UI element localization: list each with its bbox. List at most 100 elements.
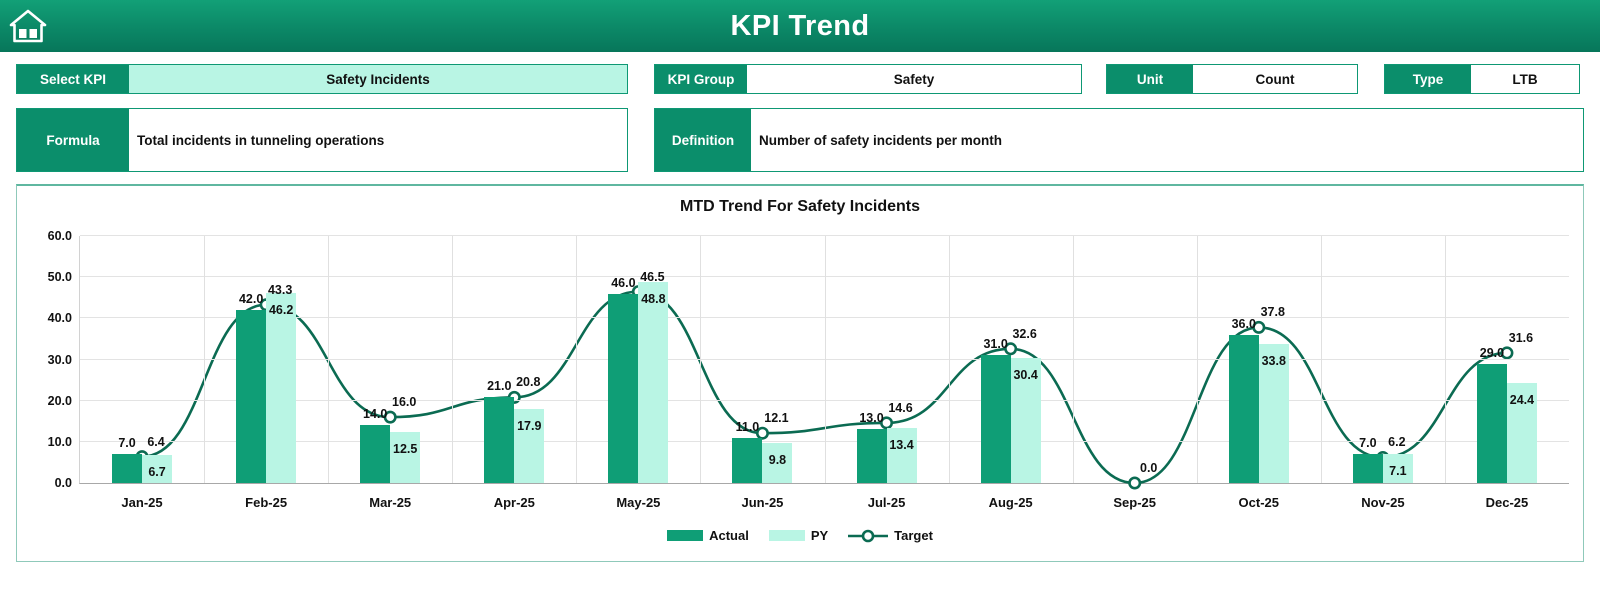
bar-actual-label: 7.0 <box>1359 436 1377 451</box>
chart-title: MTD Trend For Safety Incidents <box>679 198 921 215</box>
bar-actual-label: 14.0 <box>363 407 388 422</box>
bar-actual[interactable]: 7.0 <box>112 436 143 483</box>
bar-actual[interactable]: 29.0 <box>1476 346 1507 483</box>
y-axis-tick: 30.0 <box>47 352 72 367</box>
x-axis-tick: Jan-25 <box>121 495 163 510</box>
filter-select-kpi-value[interactable]: Safety Incidents <box>129 65 627 93</box>
bar-py[interactable]: 7.1 <box>1382 453 1413 483</box>
bar-actual[interactable]: 42.0 <box>236 292 267 483</box>
filter-unit-value[interactable]: Count <box>1255 71 1295 87</box>
target-point-label: 14.6 <box>888 400 913 415</box>
target-point-label: 43.3 <box>267 282 293 297</box>
filter-type-value[interactable]: LTB <box>1512 71 1538 87</box>
category-separator <box>824 236 826 483</box>
category-separator <box>948 236 950 483</box>
y-axis-tick: 0.0 <box>54 476 72 490</box>
formula-value: Total incidents in tunneling operations <box>137 132 385 148</box>
chart-group[interactable]: 21.0 17.9 <box>452 236 576 483</box>
category-separator <box>1320 236 1322 483</box>
bar-py-label: 24.4 <box>1509 392 1535 407</box>
chart-group[interactable]: 36.0 33.8 <box>1197 236 1321 483</box>
chart-group[interactable]: 42.0 46.2 <box>204 236 328 483</box>
x-axis-tick: Mar-25 <box>369 495 412 510</box>
bar-py[interactable]: 13.4 <box>886 427 917 483</box>
plot-area: 0.0 10.0 20.0 30.0 40.0 50.0 60.0 7.0 6.7 Jan-25 4… <box>17 228 1583 528</box>
chart-group[interactable]: 14.0 12.5 <box>328 236 452 483</box>
gridline <box>80 235 1569 236</box>
bar-py[interactable]: 48.8 <box>638 282 669 483</box>
bar-actual[interactable]: 14.0 <box>360 407 391 483</box>
y-axis-tick: 60.0 <box>47 229 72 243</box>
bar-py[interactable]: 46.2 <box>266 292 297 483</box>
bar-actual[interactable]: 31.0 <box>980 337 1011 483</box>
bar-actual-label: 42.0 <box>238 292 264 307</box>
chart-group[interactable]: 46.0 48.8 <box>576 236 700 483</box>
category-separator <box>1444 236 1446 483</box>
chart-group[interactable]: 31.0 30.4 <box>949 236 1073 483</box>
category-separator <box>1072 236 1074 483</box>
y-axis-tick: 40.0 <box>47 311 72 326</box>
bar-actual[interactable]: 11.0 <box>732 420 763 483</box>
bar-actual-label: 7.0 <box>118 436 136 451</box>
legend-item-actual[interactable]: Actual <box>667 528 749 543</box>
filter-unit[interactable]: Unit Count <box>1106 64 1358 94</box>
bar-py[interactable]: 9.8 <box>762 442 793 483</box>
filter-select-kpi[interactable]: Select KPI Safety Incidents <box>16 64 628 94</box>
x-axis-tick: Jul-25 <box>867 495 906 510</box>
x-axis-tick: Feb-25 <box>245 495 288 510</box>
x-axis-tick: Oct-25 <box>1238 495 1280 510</box>
bar-actual[interactable]: 13.0 <box>856 411 887 483</box>
legend-swatch-icon <box>667 530 704 541</box>
target-point-label: 6.4 <box>147 434 165 449</box>
bar-actual-label: 11.0 <box>735 419 760 434</box>
filter-kpi-group[interactable]: KPI Group Safety <box>654 64 1082 94</box>
category-separator <box>452 236 454 483</box>
category-separator <box>204 236 206 483</box>
chart-group[interactable]: 7.0 6.7 <box>80 236 204 483</box>
bar-py-label: 7.1 <box>1389 463 1407 478</box>
filter-type[interactable]: Type LTB <box>1384 64 1580 94</box>
target-point-label: 20.8 <box>516 375 541 390</box>
chart-group[interactable] <box>1073 236 1197 483</box>
legend-item-target[interactable]: Target <box>848 528 933 543</box>
legend-label: Actual <box>709 528 749 543</box>
bar-py-label: 33.8 <box>1261 353 1286 368</box>
legend-item-py[interactable]: PY <box>768 528 828 543</box>
plot-box: 0.0 10.0 20.0 30.0 40.0 50.0 60.0 7.0 6.7 Jan-25 4… <box>48 229 1569 510</box>
category-separator <box>576 236 578 483</box>
x-axis-tick: Sep-25 <box>1113 495 1157 510</box>
home-icon[interactable] <box>4 2 52 50</box>
filter-kpi-group-label: KPI Group <box>655 65 747 93</box>
bar-py[interactable]: 17.9 <box>514 409 545 483</box>
definition-box: Definition Number of safety incidents pe… <box>654 108 1584 172</box>
chart-group[interactable]: 29.0 24.4 <box>1445 236 1569 483</box>
bar-py[interactable]: 33.8 <box>1258 343 1289 483</box>
bar-py-label: 9.8 <box>768 452 787 467</box>
bar-actual[interactable]: 21.0 <box>484 379 515 483</box>
x-axis-tick: Jun-25 <box>741 495 784 510</box>
target-point-label: 16.0 <box>392 395 417 410</box>
y-axis-tick: 20.0 <box>47 393 72 408</box>
bar-actual[interactable]: 7.0 <box>1352 436 1383 483</box>
bar-actual-label: 46.0 <box>611 275 636 290</box>
bar-py[interactable]: 24.4 <box>1506 382 1537 483</box>
bar-actual-label: 21.0 <box>487 378 512 393</box>
target-point-label: 46.5 <box>640 269 665 284</box>
category-separator <box>1196 236 1198 483</box>
bar-actual[interactable]: 36.0 <box>1228 317 1259 483</box>
filter-kpi-group-value[interactable]: Safety <box>893 71 935 87</box>
filter-unit-label: Unit <box>1107 65 1193 93</box>
legend-label: Target <box>894 528 933 543</box>
chart-group[interactable]: 11.0 9.8 <box>700 236 824 483</box>
bar-actual[interactable]: 46.0 <box>608 276 639 483</box>
chart-group[interactable]: 7.0 7.1 <box>1321 236 1445 483</box>
target-point-label: 37.8 <box>1260 305 1285 320</box>
target-point-label: 32.6 <box>1012 326 1037 341</box>
x-axis-tick: Apr-25 <box>493 495 535 510</box>
chart-group[interactable]: 13.0 13.4 <box>825 236 949 483</box>
legend-line-circle-icon <box>848 529 889 542</box>
bar-py[interactable]: 6.7 <box>142 455 173 483</box>
bar-py-label: 48.8 <box>641 292 666 307</box>
bar-py[interactable]: 12.5 <box>390 431 421 483</box>
bar-py[interactable]: 30.4 <box>1010 357 1041 483</box>
